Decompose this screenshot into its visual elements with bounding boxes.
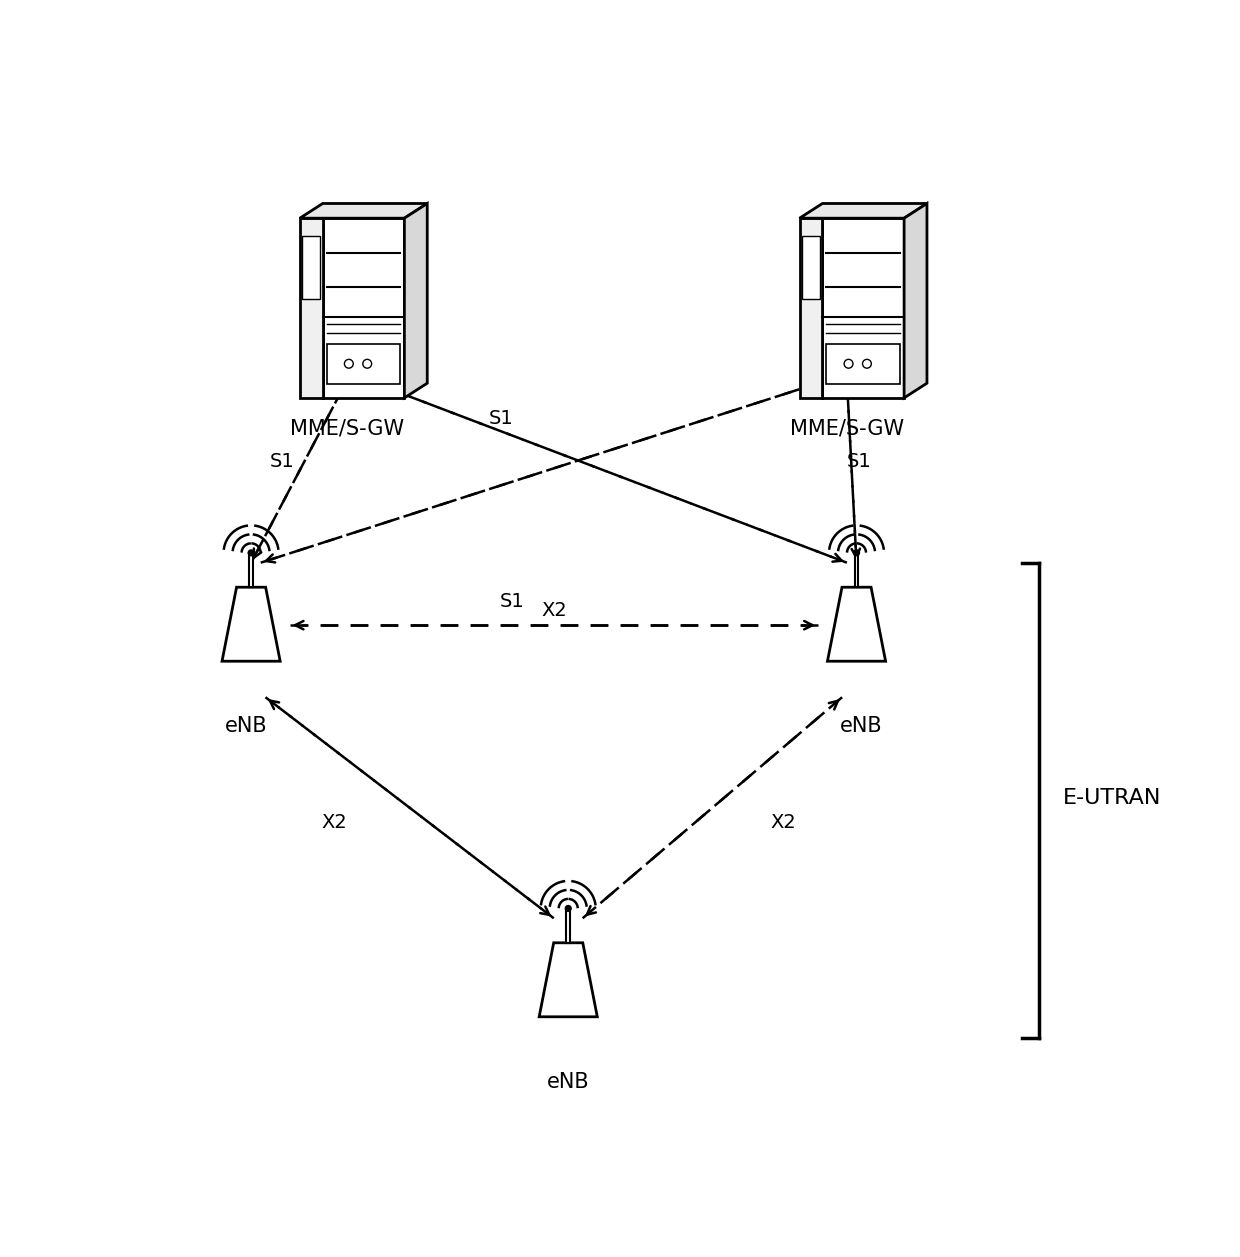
Text: S1: S1 (489, 409, 513, 429)
Circle shape (863, 360, 872, 368)
Polygon shape (854, 553, 858, 587)
Text: eNB: eNB (224, 716, 268, 737)
Text: X2: X2 (541, 601, 567, 621)
Polygon shape (300, 204, 428, 219)
Polygon shape (802, 236, 820, 299)
Polygon shape (327, 344, 401, 383)
Polygon shape (822, 219, 904, 398)
Text: MME/S-GW: MME/S-GW (290, 419, 404, 439)
Circle shape (844, 360, 853, 368)
Text: S1: S1 (847, 453, 872, 471)
Circle shape (565, 905, 572, 911)
Text: eNB: eNB (547, 1072, 589, 1092)
Polygon shape (303, 236, 320, 299)
Polygon shape (904, 204, 928, 398)
Text: X2: X2 (770, 813, 796, 832)
Circle shape (363, 360, 372, 368)
Text: MME/S-GW: MME/S-GW (790, 419, 904, 439)
Text: S1: S1 (500, 592, 525, 611)
Polygon shape (567, 909, 570, 943)
Polygon shape (300, 219, 322, 398)
Text: E-UTRAN: E-UTRAN (1063, 788, 1162, 808)
Polygon shape (249, 553, 253, 587)
Circle shape (853, 551, 859, 556)
Polygon shape (800, 219, 822, 398)
Circle shape (345, 360, 353, 368)
Polygon shape (827, 587, 885, 661)
Text: eNB: eNB (839, 716, 883, 737)
Polygon shape (404, 204, 428, 398)
Polygon shape (827, 344, 900, 383)
Polygon shape (800, 204, 928, 219)
Circle shape (248, 551, 254, 556)
Polygon shape (322, 219, 404, 398)
Text: S1: S1 (269, 453, 294, 471)
Text: X2: X2 (321, 813, 347, 832)
Polygon shape (539, 943, 598, 1017)
Polygon shape (222, 587, 280, 661)
